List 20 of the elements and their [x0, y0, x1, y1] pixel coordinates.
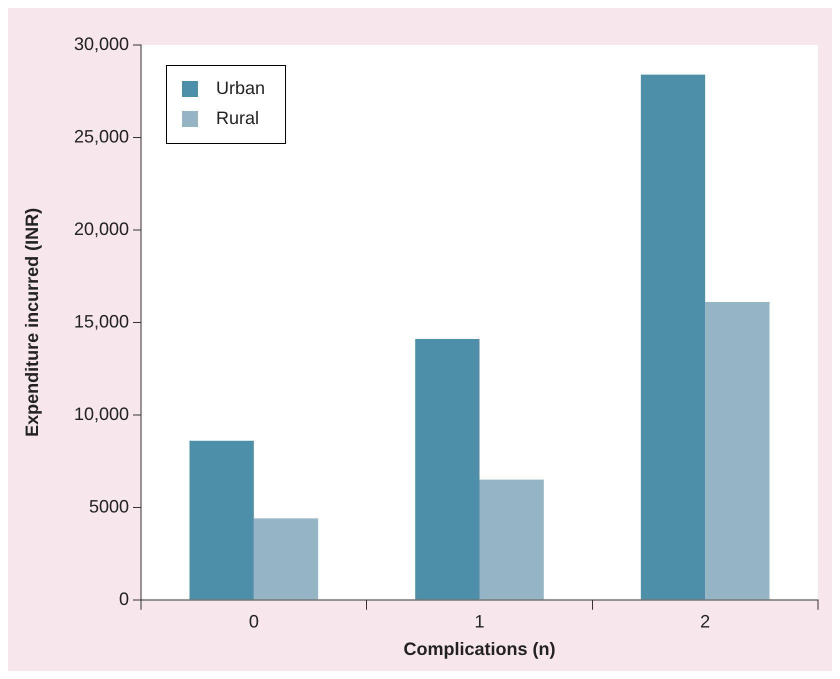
bar	[705, 302, 770, 600]
bar	[640, 74, 706, 600]
x-tick-label: 2	[700, 612, 710, 632]
bar	[190, 440, 254, 600]
y-axis-title: Expenditure incurred (INR)	[22, 208, 42, 437]
y-tick-label: 10,000	[74, 404, 129, 424]
x-tick-label: 1	[474, 612, 485, 632]
y-tick-label: 25,000	[74, 126, 129, 146]
y-tick-label: 15,000	[74, 311, 129, 332]
bar	[480, 480, 544, 600]
x-axis-title: Complications (n)	[404, 639, 556, 660]
y-tick-label: 20,000	[74, 218, 129, 239]
bar	[415, 339, 480, 600]
y-tick-label: 5000	[88, 496, 129, 516]
y-tick-label: 30,000	[74, 34, 129, 54]
x-tick-label: 0	[248, 612, 259, 632]
legend-label: Rural	[216, 108, 260, 128]
bar	[254, 518, 318, 600]
legend-label: Urban	[216, 78, 266, 98]
y-tick-label: 0	[118, 588, 129, 609]
